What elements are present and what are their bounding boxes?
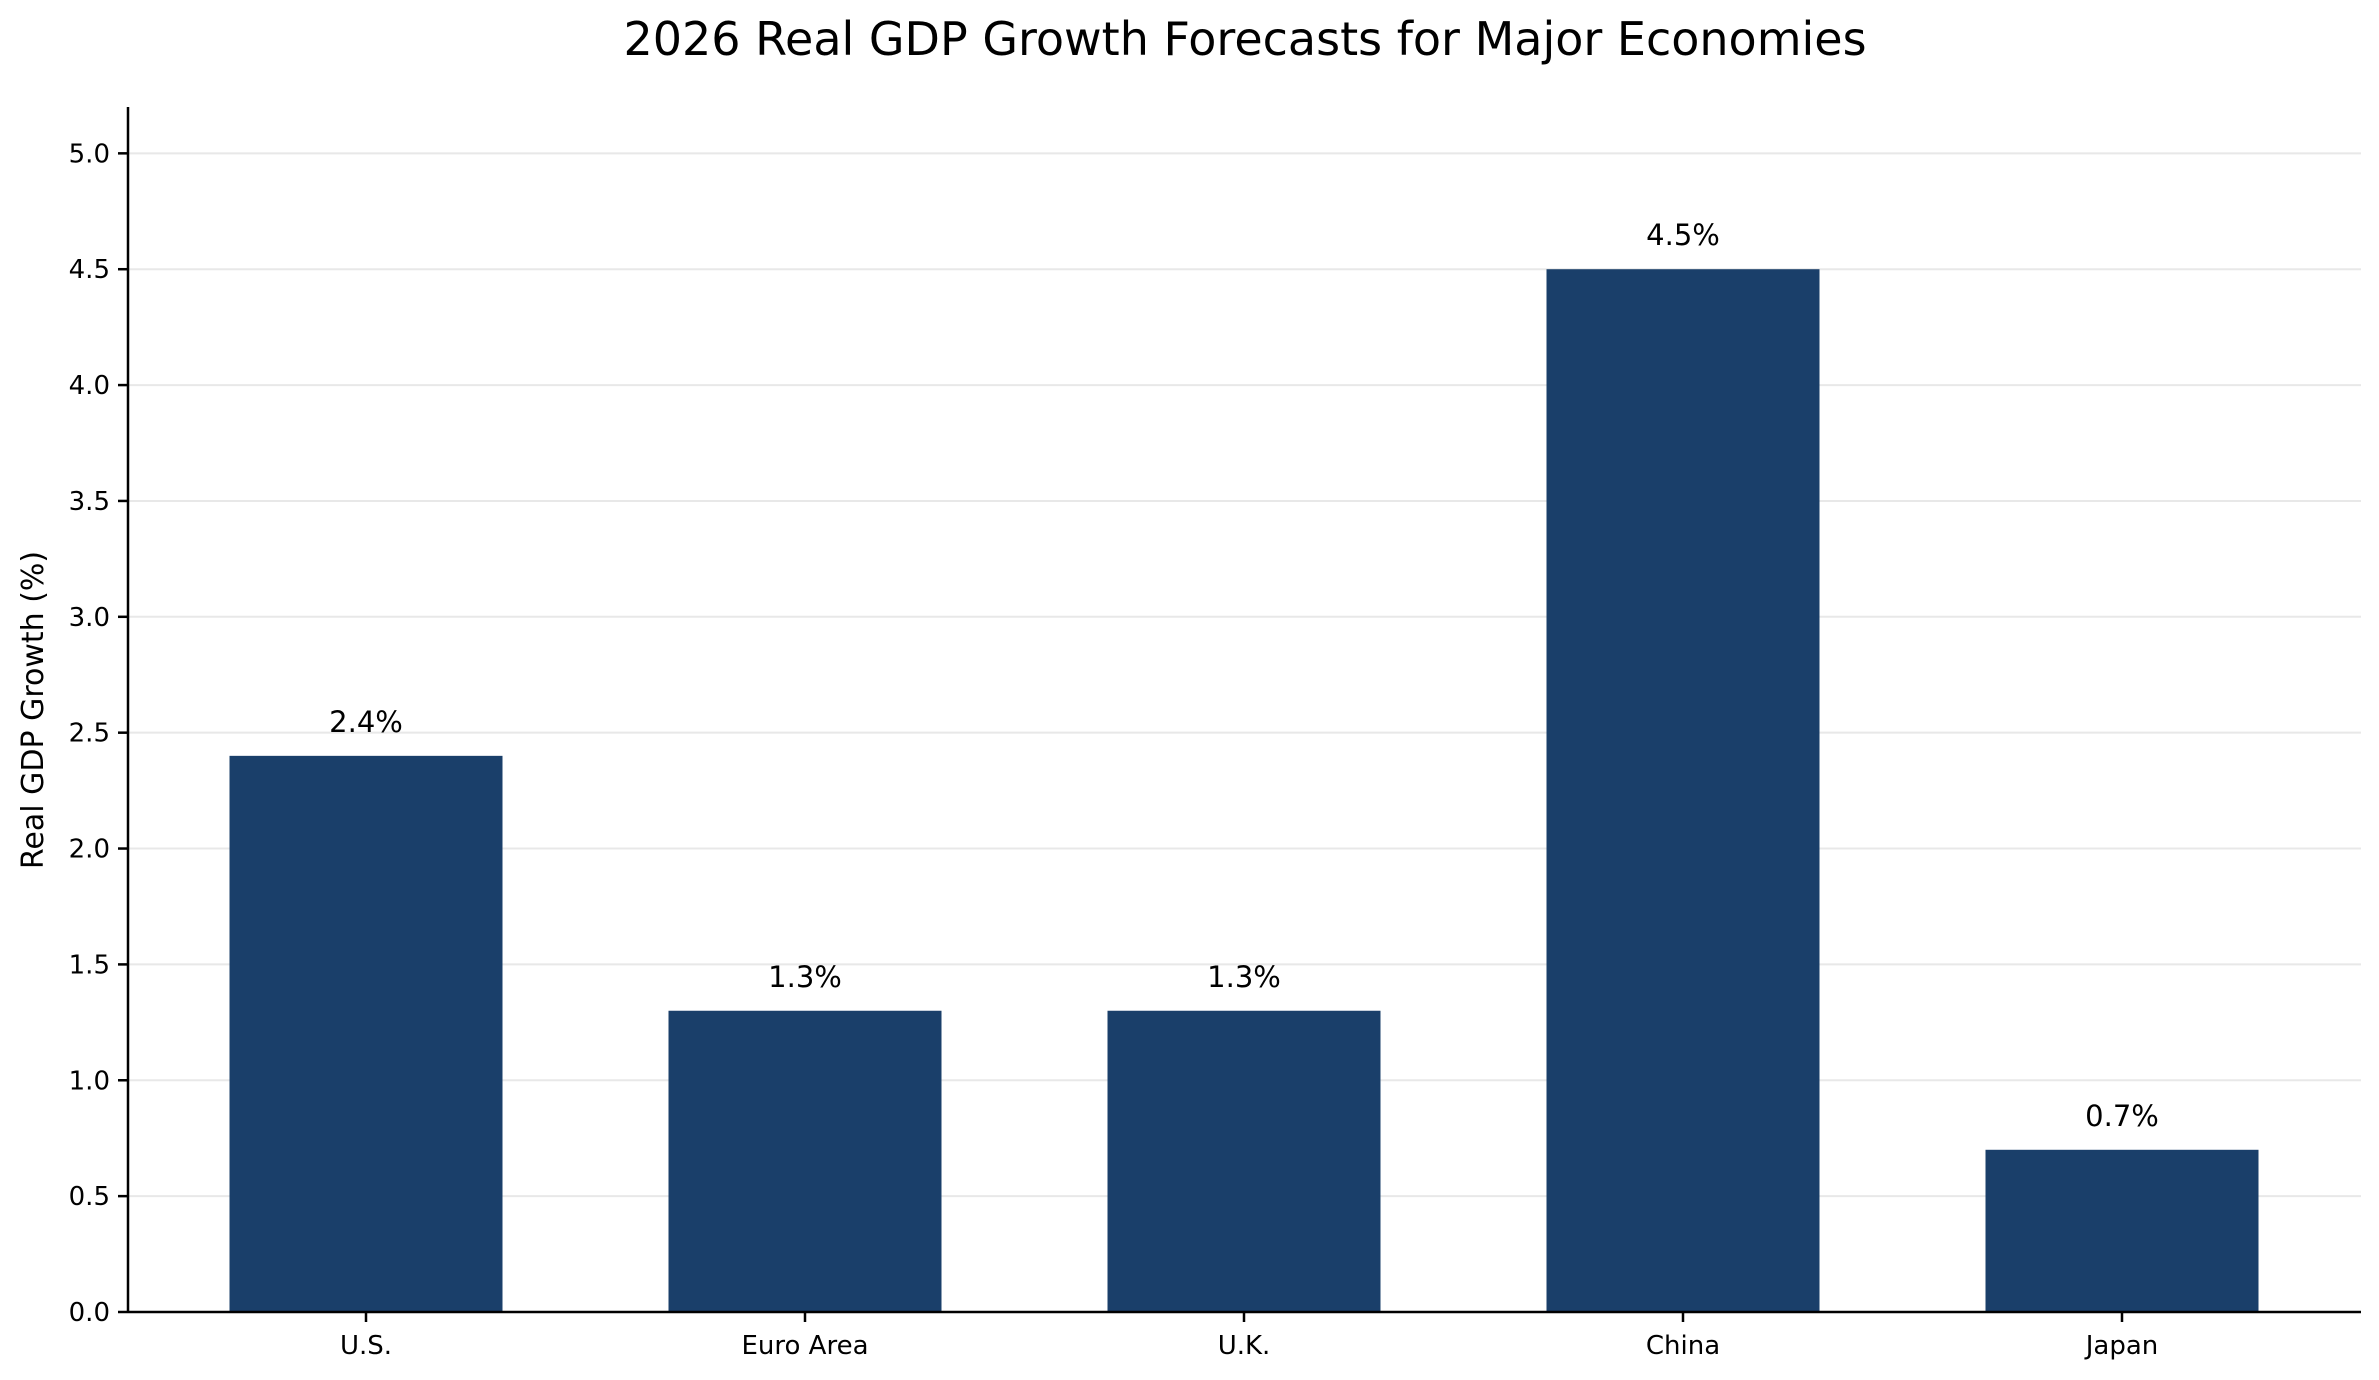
bar [668,1010,942,1312]
y-tick-label: 5.0 [69,139,110,169]
data-label: 4.5% [1646,218,1720,252]
bar [1546,269,1820,1312]
y-tick-label: 3.5 [69,487,110,517]
x-tick-label: Japan [2084,1331,2159,1361]
bar [1985,1149,2259,1312]
bar [229,755,503,1312]
y-tick-label: 4.5 [69,255,110,285]
y-tick-label: 1.5 [69,950,110,980]
data-label: 1.3% [768,960,842,994]
y-tick-label: 1.0 [69,1066,110,1096]
y-tick-label: 2.5 [69,719,110,749]
y-axis-label: Real GDP Growth (%) [16,551,51,869]
data-label: 1.3% [1207,960,1281,994]
x-tick-label: U.S. [340,1331,392,1361]
y-tick-label: 4.0 [69,371,110,401]
y-tick-label: 0.5 [69,1182,110,1212]
x-tick-label: U.K. [1218,1331,1271,1361]
y-tick-label: 0.0 [69,1298,110,1328]
y-tick-label: 2.0 [69,835,110,865]
bar [1107,1010,1381,1312]
bars [229,269,2259,1312]
x-ticks: U.S. Euro Area U.K. China Japan [340,1312,2158,1361]
data-label: 2.4% [329,705,403,739]
x-tick-label: Euro Area [741,1331,868,1361]
chart-title: 2026 Real GDP Growth Forecasts for Major… [623,12,1866,66]
y-ticks: 0.0 0.5 1.0 1.5 2.0 2.5 3.0 3.5 4.0 4.5 5.0 [69,139,128,1328]
data-labels: 2.4% 1.3% 1.3% 4.5% 0.7% [329,218,2159,1133]
y-tick-label: 3.0 [69,603,110,633]
x-tick-label: China [1646,1331,1720,1361]
data-label: 0.7% [2085,1099,2159,1133]
